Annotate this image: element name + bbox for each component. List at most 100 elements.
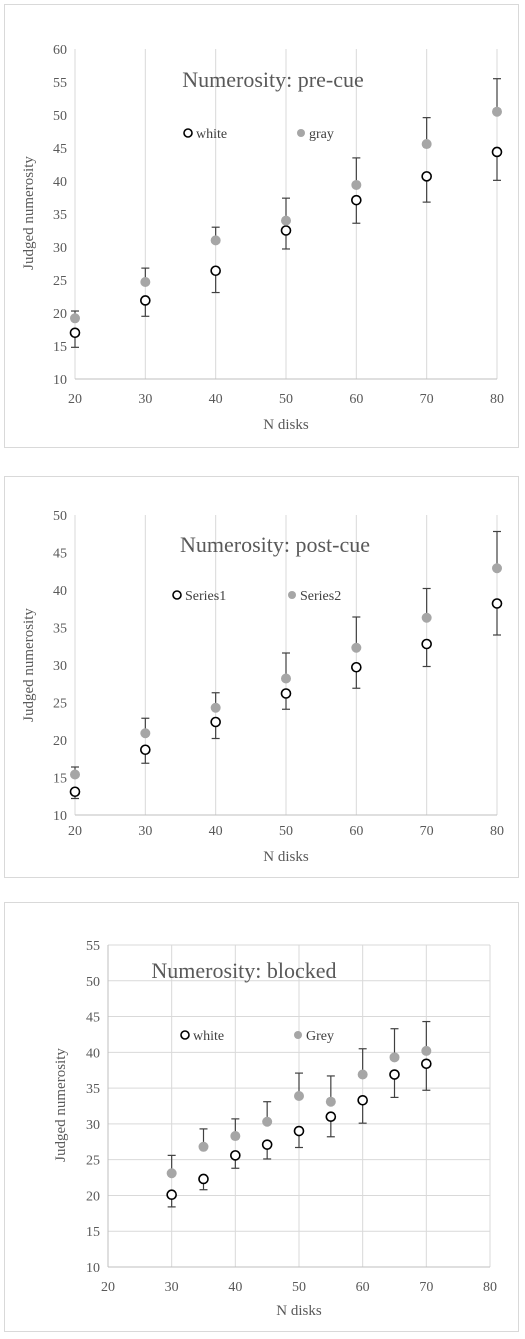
data-point [421, 1058, 432, 1070]
x-tick-label: 70 [420, 392, 434, 407]
data-point [210, 716, 221, 728]
x-tick-label: 30 [138, 824, 152, 839]
x-tick-label: 70 [420, 824, 434, 839]
data-point [70, 769, 80, 780]
data-point [262, 1116, 273, 1127]
legend-label: Grey [306, 1029, 334, 1044]
data-point [70, 313, 80, 324]
data-point [351, 661, 362, 673]
data-point [210, 265, 221, 277]
x-tick-label: 40 [228, 1280, 242, 1295]
x-tick-label: 20 [101, 1280, 115, 1295]
legend-marker [297, 129, 305, 137]
legend-marker [294, 1031, 302, 1039]
data-point [166, 1168, 177, 1179]
data-point [280, 225, 292, 236]
data-point [140, 744, 151, 756]
y-tick-label: 10 [86, 1261, 100, 1276]
y-tick-label: 35 [86, 1082, 100, 1097]
chart-panel-blocked: 20 30 40 50 60 70 80 10 15 20 25 30 35 40 45 50 55 N disk… [4, 902, 519, 1332]
data-point [351, 194, 362, 206]
x-axis-title: N disks [263, 849, 309, 865]
y-tick-label: 60 [53, 43, 67, 58]
y-axis-title: Judged numerosity [21, 608, 37, 722]
y-tick-label: 10 [53, 809, 67, 824]
legend-label: Series1 [185, 589, 226, 604]
x-tick-label: 40 [209, 824, 223, 839]
legend-label: white [193, 1029, 224, 1044]
data-point [140, 295, 151, 306]
data-point [166, 1189, 177, 1201]
series-0 [69, 146, 503, 348]
x-tick-label: 50 [292, 1280, 306, 1295]
y-tick-label: 30 [53, 241, 67, 256]
x-tick-label: 80 [490, 824, 504, 839]
y-tick-label: 40 [86, 1046, 100, 1061]
series-1 [70, 78, 502, 324]
data-point [351, 179, 362, 190]
y-tick-label: 40 [53, 175, 67, 190]
x-axis-title: N disks [276, 1303, 322, 1319]
data-point [421, 638, 432, 650]
x-tick-label: 60 [349, 824, 363, 839]
data-point [421, 139, 432, 150]
chart-panel-post-cue: 20 30 40 50 60 70 80 10 15 20 25 30 35 40 45 50 N disks J… [4, 476, 519, 878]
y-tick-label: 15 [53, 340, 67, 355]
x-tick-label: 50 [279, 824, 293, 839]
y-tick-label: 20 [86, 1189, 100, 1204]
x-tick-label: 80 [483, 1280, 497, 1295]
data-point [421, 1045, 432, 1056]
data-point [294, 1090, 304, 1101]
chart-svg-pre-cue: 20 30 40 50 60 70 80 10 15 20 25 30 35 40 45 50 55 60 N di… [21, 43, 504, 433]
chart-svg-blocked: 20 30 40 50 60 70 80 10 15 20 25 30 35 40 45 50 55 N disk… [53, 939, 497, 1319]
y-tick-label: 35 [53, 622, 67, 637]
legend-marker [172, 590, 182, 600]
data-point [281, 215, 291, 226]
chart-title: Numerosity: pre-cue [182, 67, 363, 92]
y-tick-label: 20 [53, 307, 67, 322]
y-tick-label: 35 [53, 208, 67, 223]
data-point [69, 327, 81, 339]
x-tick-label: 30 [138, 392, 152, 407]
y-tick-label: 50 [86, 975, 100, 990]
data-point [389, 1052, 400, 1063]
data-point [198, 1141, 209, 1152]
chart-svg-post-cue: 20 30 40 50 60 70 80 10 15 20 25 30 35 40 45 50 N disks J… [21, 509, 504, 865]
data-point [492, 563, 502, 574]
series-0 [69, 598, 503, 800]
series-1 [70, 530, 502, 780]
data-point [325, 1096, 336, 1107]
x-tick-label: 50 [279, 392, 293, 407]
data-point [491, 598, 503, 609]
y-tick-label: 15 [86, 1225, 100, 1240]
y-tick-label: 20 [53, 734, 67, 749]
data-point [140, 276, 151, 287]
y-tick-label: 55 [86, 939, 100, 954]
chart-panel-pre-cue: 20 30 40 50 60 70 80 10 15 20 25 30 35 40 45 50 55 60 N di… [4, 4, 519, 448]
y-tick-label: 40 [53, 584, 67, 599]
data-point [325, 1111, 337, 1123]
y-tick-label: 45 [86, 1011, 100, 1026]
y-tick-label: 50 [53, 109, 67, 124]
data-point [69, 786, 81, 798]
data-point [280, 688, 292, 699]
data-point [281, 673, 291, 684]
y-axis-title: Judged numerosity [21, 156, 37, 270]
data-point [261, 1139, 273, 1150]
y-tick-label: 45 [53, 142, 67, 157]
x-tick-label: 20 [68, 824, 82, 839]
data-point [230, 1150, 241, 1161]
legend-marker [288, 591, 296, 599]
x-tick-label: 80 [490, 392, 504, 407]
data-point [492, 106, 502, 117]
data-point [140, 728, 151, 739]
data-point [198, 1173, 209, 1185]
chart-title: Numerosity: post-cue [180, 532, 370, 557]
y-tick-label: 10 [53, 373, 67, 388]
y-tick-label: 30 [86, 1118, 100, 1133]
y-tick-label: 50 [53, 509, 67, 524]
y-tick-label: 25 [86, 1154, 100, 1169]
x-tick-label: 30 [165, 1280, 179, 1295]
data-point [230, 1131, 241, 1142]
data-point [421, 612, 432, 623]
